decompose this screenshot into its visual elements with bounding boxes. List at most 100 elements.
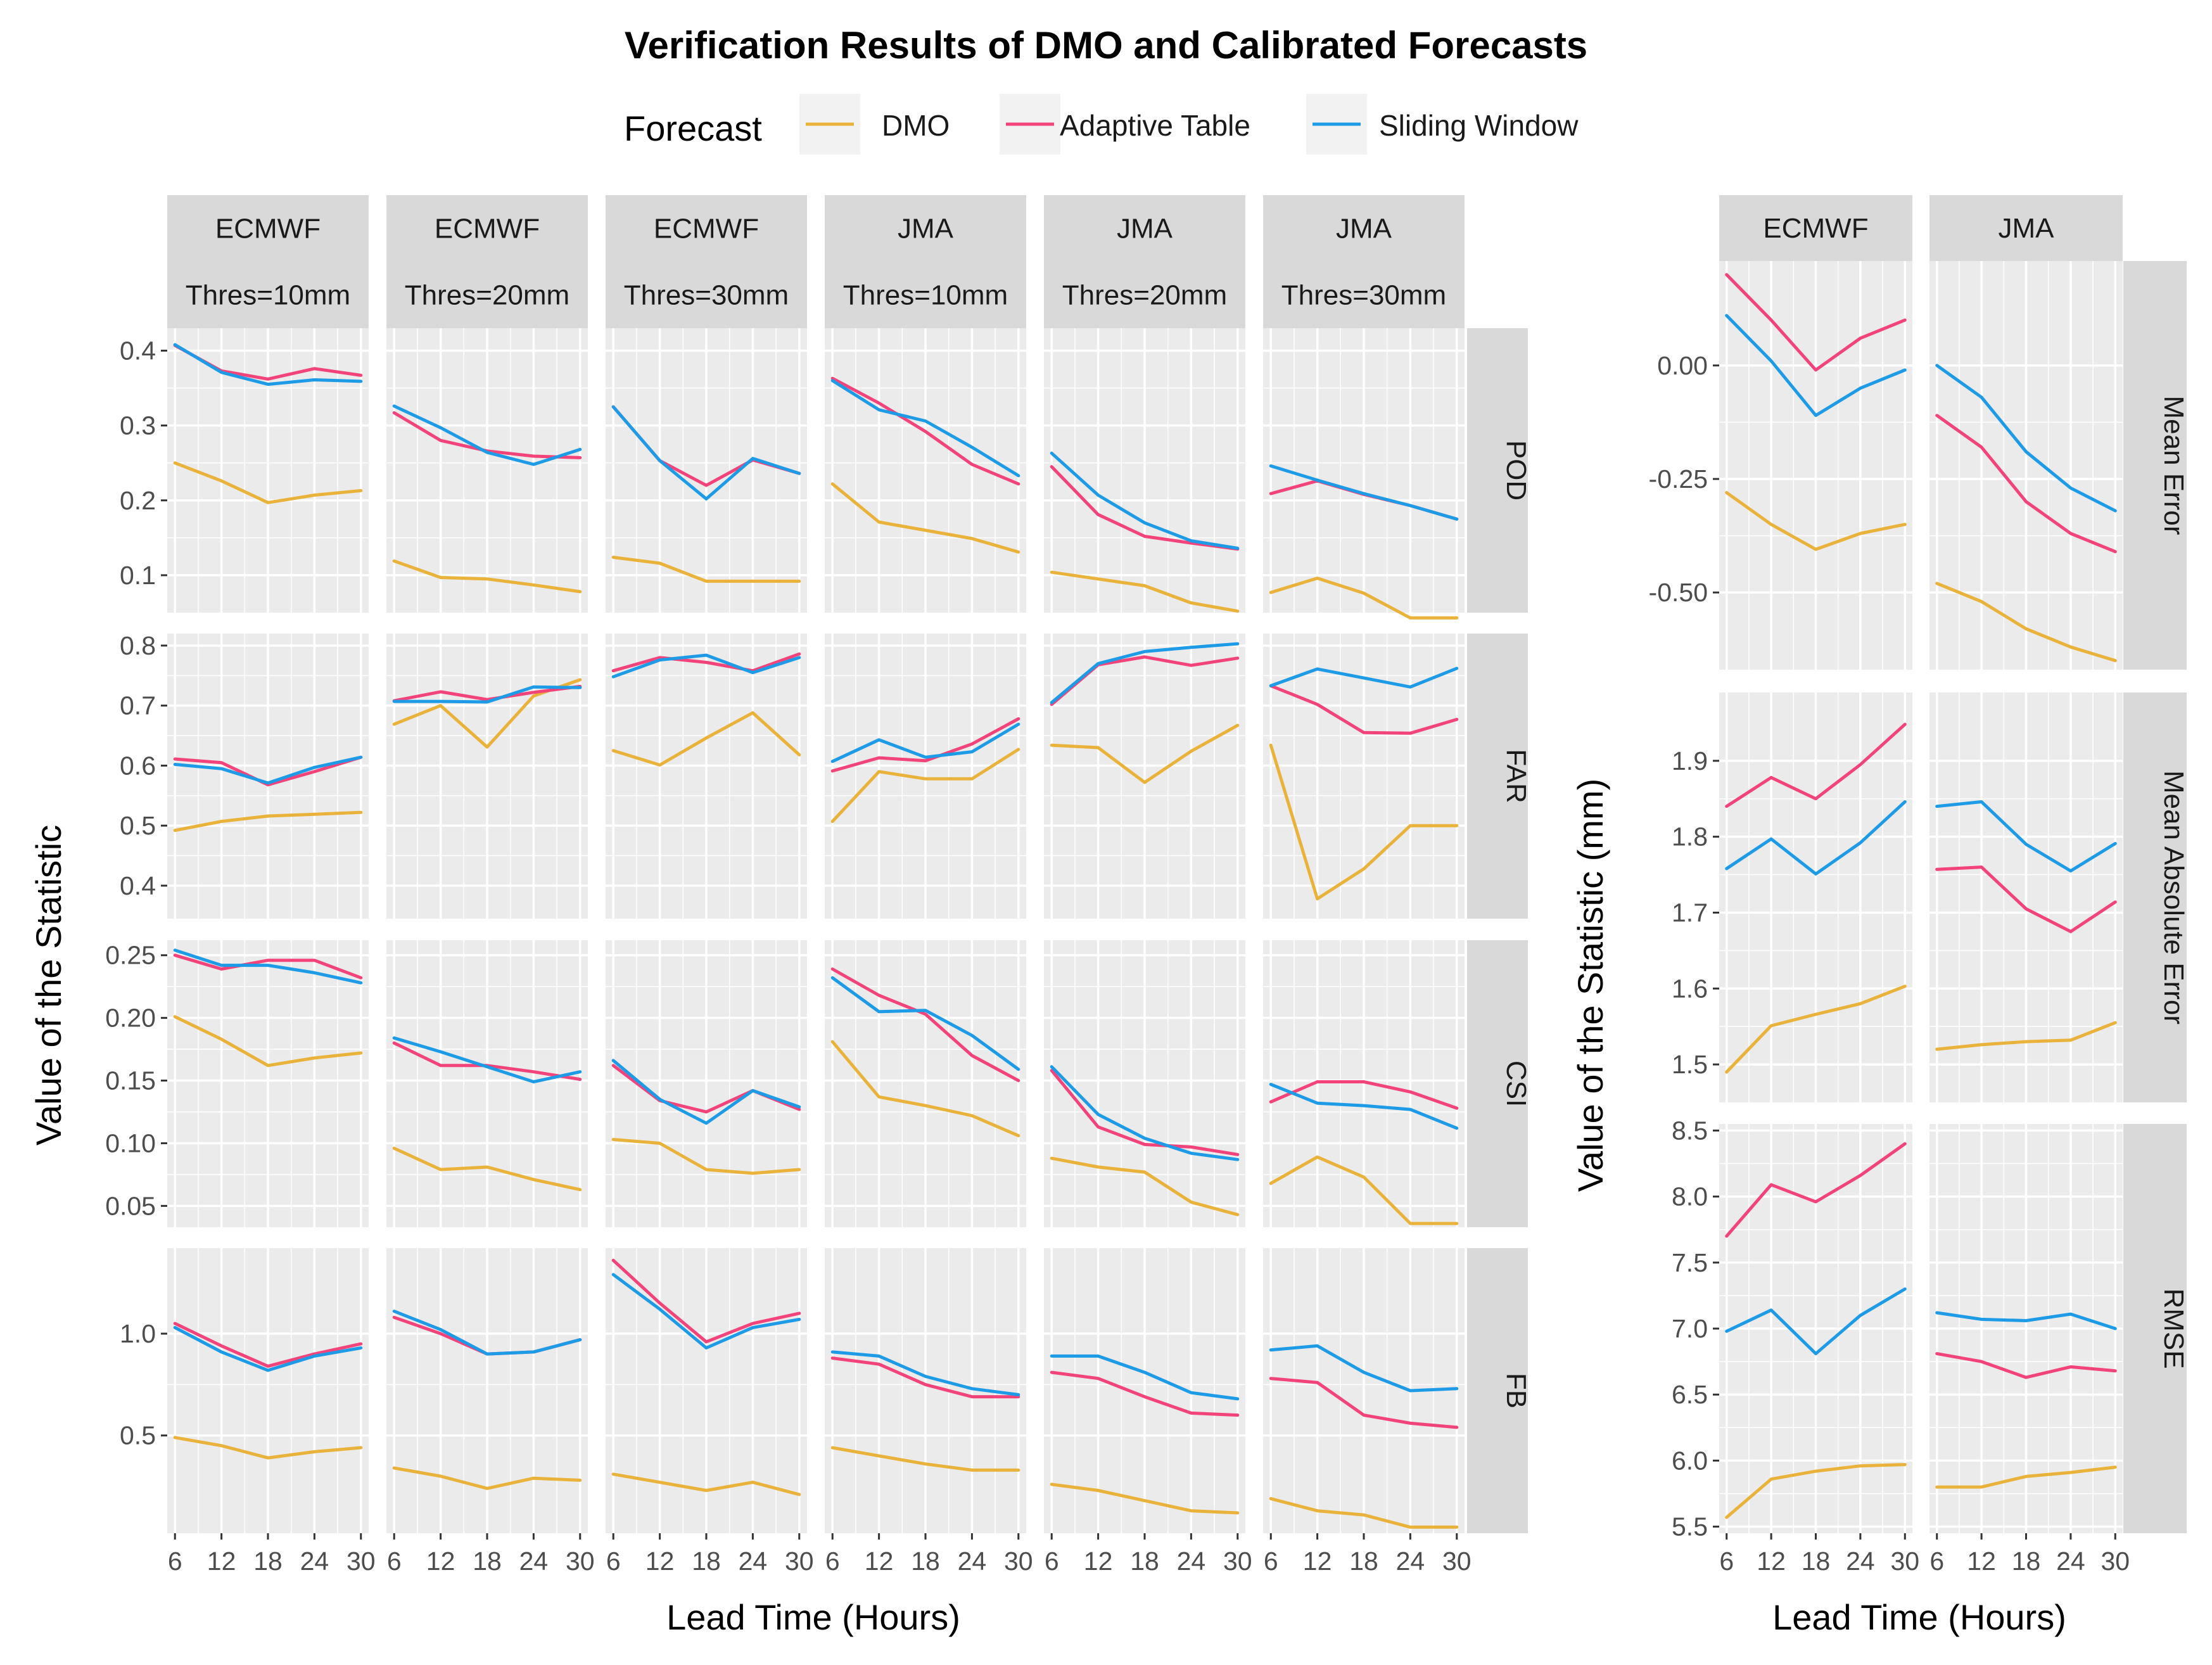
left-strip-model-col-5: JMA: [1117, 214, 1173, 245]
series-line-sliding-window: [830, 722, 1020, 763]
left-strip-row-csi: CSI: [1467, 940, 1532, 1227]
right-xtick-col-1-1: 6: [1719, 1547, 1734, 1576]
right-xtick-col-1-4: 24: [1846, 1547, 1875, 1576]
series-line-dmo: [392, 1146, 582, 1192]
series-line-dmo: [173, 1436, 363, 1460]
series-line-dmo: [1050, 1156, 1240, 1216]
left-xtick-col-5-1: 6: [1045, 1547, 1059, 1576]
right-panel-rmse-col-1: [1719, 1124, 1912, 1533]
series-line-sliding-window: [1050, 642, 1240, 705]
series-line-dmo: [173, 810, 363, 832]
left-xtick-col-6-5: 30: [1442, 1547, 1471, 1576]
left-strip-bg-col-1: [167, 195, 369, 328]
series-line-adaptive-table: [830, 376, 1020, 486]
left-xtick-col-6-2: 12: [1303, 1547, 1332, 1576]
left-strip-label-csi: CSI: [1501, 1061, 1532, 1107]
left-panel-csi-col-1: [167, 940, 369, 1227]
left-ytick-pod-1: 0.1: [120, 561, 156, 590]
left-xtick-col-5-5: 30: [1223, 1547, 1252, 1576]
left-panel-pod-col-3: [606, 328, 807, 613]
left-xtick-col-6-4: 24: [1396, 1547, 1425, 1576]
left-strip-label-far: FAR: [1501, 749, 1532, 803]
left-ytick-far-1: 0.4: [120, 871, 156, 900]
series-line-adaptive-table: [1935, 1352, 2117, 1379]
series-line-sliding-window: [392, 685, 582, 704]
right-ytick-rmse-1: 5.5: [1672, 1512, 1708, 1541]
series-line-sliding-window: [1269, 667, 1459, 689]
left-strip-model-col-6: JMA: [1336, 214, 1392, 245]
series-line-dmo: [1269, 577, 1459, 620]
right-ytick-mean-absolute-error-1: 1.5: [1672, 1050, 1708, 1079]
left-panel-csi-col-5: [1044, 940, 1245, 1227]
left-xtick-col-3-3: 18: [692, 1547, 721, 1576]
left-strip-threshold-col-1: Thres=10mm: [186, 280, 350, 311]
left-panel-fb-col-1: [167, 1248, 369, 1533]
series-line-adaptive-table: [1269, 1080, 1459, 1110]
left-panel-far-col-4: [825, 634, 1026, 919]
left-strip-label-fb: FB: [1501, 1373, 1532, 1408]
series-line-sliding-window: [830, 379, 1020, 478]
left-xtick-col-1-1: 6: [168, 1547, 182, 1576]
series-line-dmo: [392, 1466, 582, 1490]
series-line-adaptive-table: [392, 684, 582, 703]
right-ytick-mean-error-3: 0.00: [1657, 351, 1708, 380]
right-strip-col-1: ECMWF: [1719, 195, 1912, 261]
series-line-dmo: [1050, 724, 1240, 784]
left-xtick-col-1-4: 24: [300, 1547, 329, 1576]
left-panel-pod-col-6: [1263, 328, 1465, 620]
series-line-sliding-window: [611, 1059, 801, 1125]
left-panel-pod-col-2: [386, 328, 588, 613]
left-xtick-col-4-5: 30: [1004, 1547, 1033, 1576]
left-xtick-col-4-1: 6: [825, 1547, 840, 1576]
series-line-dmo: [830, 482, 1020, 554]
right-ytick-mean-error-2: -0.25: [1649, 464, 1708, 494]
series-line-adaptive-table: [1050, 1370, 1240, 1417]
series-line-adaptive-table: [1050, 1069, 1240, 1156]
series-line-sliding-window: [1935, 800, 2117, 873]
series-line-dmo: [830, 1446, 1020, 1472]
left-xtick-col-3-2: 12: [645, 1547, 675, 1576]
series-line-adaptive-table: [830, 717, 1020, 773]
series-line-adaptive-table: [173, 954, 363, 979]
series-line-adaptive-table: [1935, 414, 2117, 554]
series-line-adaptive-table: [611, 1258, 801, 1344]
series-line-sliding-window: [173, 1325, 363, 1372]
series-line-dmo: [173, 461, 363, 504]
right-strip-bg-col-2: [1929, 195, 2123, 261]
series-line-sliding-window: [173, 343, 363, 386]
right-ytick-mean-absolute-error-2: 1.6: [1672, 974, 1708, 1003]
left-strip-bg-col-3: [606, 195, 807, 328]
left-ytick-far-5: 0.8: [120, 631, 156, 660]
left-strip-threshold-col-6: Thres=30mm: [1281, 280, 1446, 311]
right-strip-label-mean-error: Mean Error: [2158, 395, 2189, 535]
left-panel-csi-col-3: [606, 940, 807, 1227]
left-panel-fb-col-6: [1263, 1248, 1465, 1533]
series-line-dmo: [1725, 1463, 1907, 1519]
series-line-sliding-window: [1269, 464, 1459, 521]
left-panel-csi-col-4: [825, 940, 1026, 1227]
series-line-dmo: [830, 1040, 1020, 1138]
left-strip-model-col-4: JMA: [898, 214, 954, 245]
right-panel-mean-absolute-error-col-1: [1719, 692, 1912, 1102]
left-strip-bg-row-fb: [1467, 1248, 1528, 1533]
series-line-sliding-window: [173, 755, 363, 785]
right-strip-bg-col-1: [1719, 195, 1912, 261]
series-line-adaptive-table: [830, 1356, 1020, 1399]
series-line-sliding-window: [392, 1036, 582, 1083]
chart-title: Verification Results of DMO and Calibrat…: [625, 24, 1587, 67]
right-ytick-mean-absolute-error-5: 1.9: [1672, 746, 1708, 775]
series-line-dmo: [1269, 743, 1459, 901]
right-xtick-col-2-3: 18: [2012, 1547, 2041, 1576]
series-line-sliding-window: [1935, 1311, 2117, 1330]
left-xtick-col-6-1: 6: [1264, 1547, 1278, 1576]
left-xtick-col-5-3: 18: [1130, 1547, 1159, 1576]
legend-label-adaptive-table: Adaptive Table: [1060, 109, 1250, 142]
series-line-dmo: [830, 748, 1020, 823]
right-ytick-rmse-6: 8.0: [1672, 1182, 1708, 1211]
left-ytick-csi-3: 0.15: [105, 1066, 156, 1095]
series-line-sliding-window: [1935, 364, 2117, 513]
series-line-adaptive-table: [1269, 1377, 1459, 1429]
left-strip-model-col-2: ECMWF: [435, 214, 540, 245]
left-xtick-col-3-1: 6: [606, 1547, 621, 1576]
series-line-sliding-window: [611, 653, 801, 679]
